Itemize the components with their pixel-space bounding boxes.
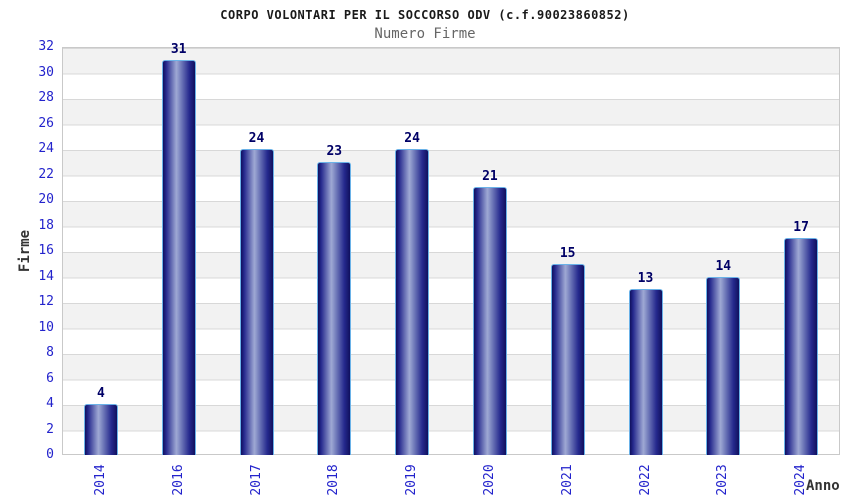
y-tick-label: 10 xyxy=(38,319,54,335)
y-tick-label: 26 xyxy=(38,115,54,131)
y-tick-label: 12 xyxy=(38,294,54,309)
x-tick-label: 2020 xyxy=(481,464,497,496)
bar xyxy=(317,161,352,455)
y-tick-label: 0 xyxy=(46,447,54,462)
bar-value-label: 14 xyxy=(715,258,732,274)
x-tick-label: 2021 xyxy=(559,464,575,496)
chart-subtitle: Numero Firme xyxy=(374,26,476,42)
y-tick-label: 2 xyxy=(46,421,54,437)
bar xyxy=(550,263,585,455)
y-tick-label: 6 xyxy=(46,370,54,386)
y-tick-label: 28 xyxy=(38,90,54,105)
bar-value-label: 21 xyxy=(482,169,498,185)
y-tick-label: 20 xyxy=(38,192,54,207)
bar-value-label: 23 xyxy=(326,143,343,159)
bar-value-label: 24 xyxy=(248,131,265,146)
x-axis-title: Anno xyxy=(806,478,840,494)
y-tick-label: 14 xyxy=(38,268,54,284)
x-tick-label: 2023 xyxy=(715,464,731,496)
bar xyxy=(628,289,663,455)
bar-value-label: 31 xyxy=(170,41,187,57)
bar xyxy=(472,187,507,455)
y-axis-title: Firme xyxy=(17,229,33,273)
y-tick-label: 18 xyxy=(38,217,54,233)
bar xyxy=(706,276,741,455)
bar xyxy=(161,59,196,455)
bar-value-label: 4 xyxy=(96,386,105,401)
bar-value-label: 24 xyxy=(404,131,420,146)
y-tick-label: 4 xyxy=(46,396,54,411)
bar-value-label: 13 xyxy=(637,271,654,287)
bar-value-label: 17 xyxy=(793,220,809,236)
y-tick-label: 8 xyxy=(46,345,54,360)
bar xyxy=(239,149,274,455)
x-tick-label: 2017 xyxy=(248,464,264,496)
x-tick-label: 2019 xyxy=(404,464,420,496)
y-tick-label: 16 xyxy=(38,243,54,258)
x-tick-label: 2018 xyxy=(326,464,342,496)
bar xyxy=(784,238,819,455)
x-tick-label: 2014 xyxy=(92,464,108,496)
bar xyxy=(83,404,118,455)
bar-value-label: 15 xyxy=(559,245,576,261)
x-tick-label: 2016 xyxy=(170,464,186,496)
chart-title: CORPO VOLONTARI PER IL SOCCORSO ODV (c.f… xyxy=(220,8,630,22)
y-tick-label: 32 xyxy=(38,39,54,54)
y-tick-label: 24 xyxy=(38,141,54,156)
y-tick-label: 22 xyxy=(38,166,54,182)
y-tick-label: 30 xyxy=(38,64,54,80)
x-tick-label: 2022 xyxy=(637,464,653,496)
bar xyxy=(395,149,430,455)
